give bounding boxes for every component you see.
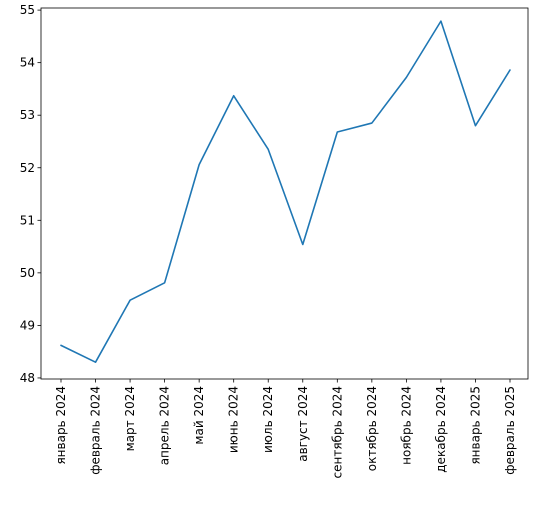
y-tick-label: 52 bbox=[20, 161, 35, 175]
series-line bbox=[60, 20, 511, 363]
x-tick-label: май 2024 bbox=[192, 386, 206, 445]
plot-frame bbox=[40, 7, 529, 380]
x-tick-label: октябрь 2024 bbox=[365, 386, 379, 471]
x-tick-label: сентябрь 2024 bbox=[330, 386, 344, 478]
x-tick-label: февраль 2024 bbox=[89, 386, 103, 475]
y-axis: 48 49 50 51 52 53 54 55 bbox=[20, 3, 41, 385]
y-tick-label: 51 bbox=[20, 213, 35, 227]
x-tick-label: декабрь 2024 bbox=[434, 386, 448, 473]
x-tick-label: июль 2024 bbox=[261, 386, 275, 453]
x-axis: январь 2024 февраль 2024 март 2024 апрель 2… bbox=[54, 379, 517, 478]
x-tick-label: август 2024 bbox=[296, 386, 310, 462]
x-tick-label: ноябрь 2024 bbox=[399, 386, 413, 465]
y-tick-label: 54 bbox=[20, 56, 35, 70]
y-tick-label: 53 bbox=[20, 108, 35, 122]
x-tick-label: март 2024 bbox=[123, 386, 137, 451]
y-tick-label: 49 bbox=[20, 318, 35, 332]
y-tick-label: 50 bbox=[20, 266, 35, 280]
y-tick-label: 55 bbox=[20, 3, 35, 17]
x-tick-label: июнь 2024 bbox=[227, 386, 241, 453]
series-layer bbox=[60, 20, 511, 363]
x-tick-label: апрель 2024 bbox=[158, 386, 172, 465]
y-tick-label: 48 bbox=[20, 371, 35, 385]
x-tick-label: февраль 2025 bbox=[503, 386, 517, 475]
x-tick-label: январь 2024 bbox=[54, 386, 68, 465]
x-tick-label: январь 2025 bbox=[468, 386, 482, 465]
